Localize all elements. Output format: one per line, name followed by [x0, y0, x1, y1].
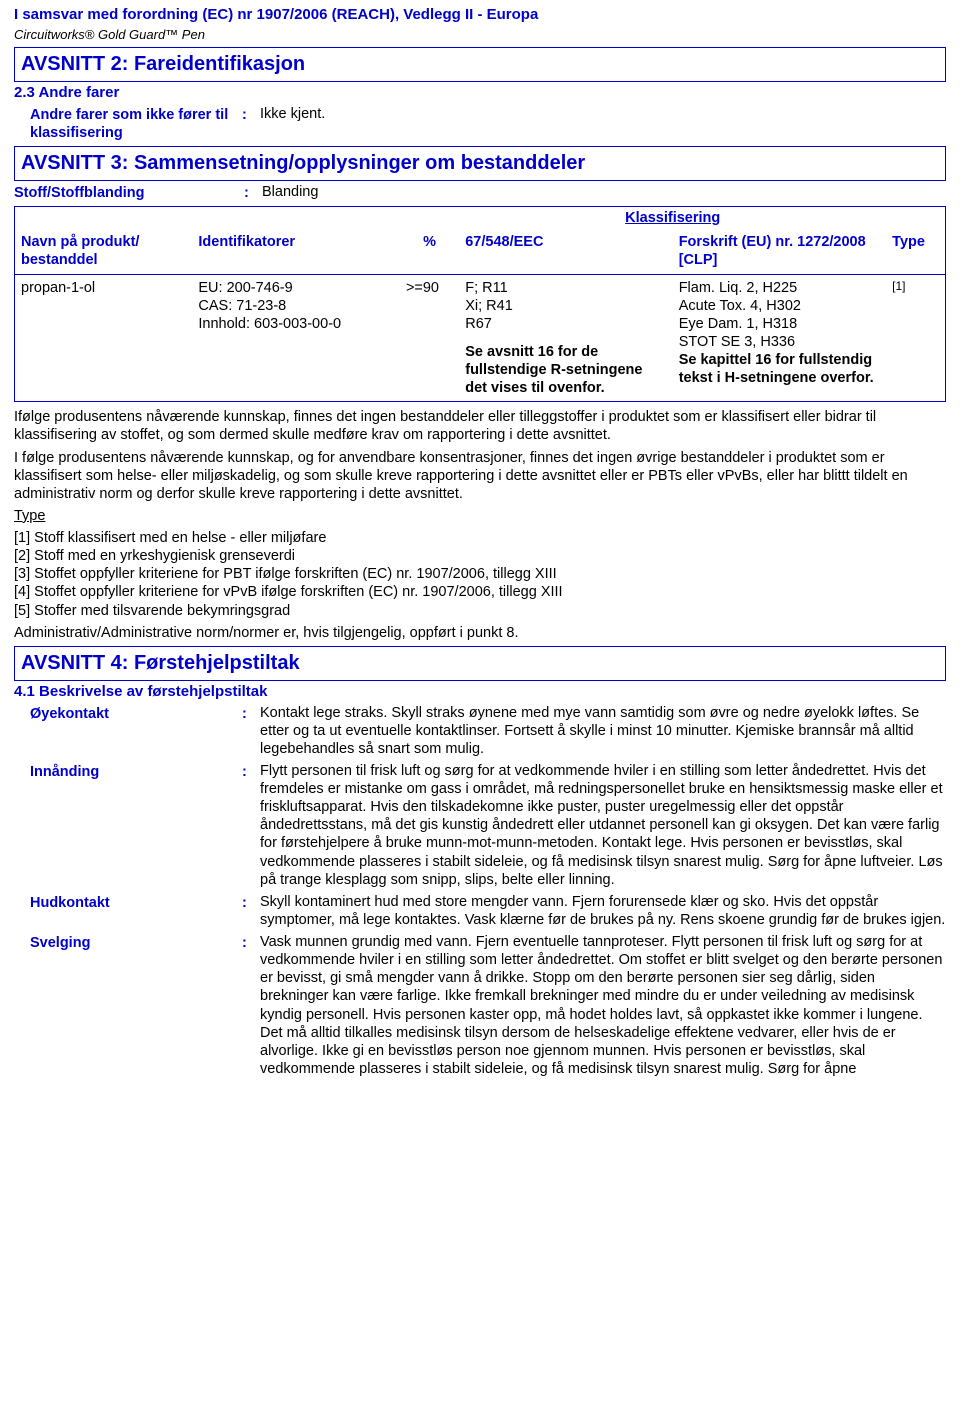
cell-ident: EU: 200-746-9 CAS: 71-23-8 Innhold: 603-… [192, 274, 400, 402]
table-row: propan-1-ol EU: 200-746-9 CAS: 71-23-8 I… [15, 274, 946, 402]
section-2-sub: 2.3 Andre farer [14, 84, 946, 103]
cell-clp: Flam. Liq. 2, H225 Acute Tox. 4, H302 Ey… [673, 274, 886, 402]
colon: : [242, 893, 260, 929]
field-ingest-value: Vask munnen grundig med vann. Fjern even… [260, 933, 946, 1078]
section-4-box: AVSNITT 4: Førstehjelpstiltak [14, 646, 946, 681]
field-ingest: Svelging : Vask munnen grundig med vann.… [14, 933, 946, 1078]
cell-name: propan-1-ol [15, 274, 193, 402]
type-4: [4] Stoffet oppfyller kriteriene for vPv… [14, 583, 946, 601]
table-header-row: Navn på produkt/ bestanddel Identifikato… [15, 229, 946, 274]
klassifisering-header: Klassifisering [459, 207, 886, 230]
colon: : [242, 704, 260, 758]
field-stoff: Stoff/Stoffblanding : Blanding [14, 183, 946, 202]
admin-note: Administrativ/Administrative norm/normer… [14, 624, 946, 642]
field-stoff-value: Blanding [262, 183, 946, 202]
section-3-box: AVSNITT 3: Sammensetning/opplysninger om… [14, 146, 946, 181]
field-skin-value: Skyll kontaminert hud med store mengder … [260, 893, 946, 929]
table-header-klass: Klassifisering [15, 207, 946, 230]
field-andre-farer: Andre farer som ikke fører til klassifis… [14, 105, 946, 142]
section-4-sub: 4.1 Beskrivelse av førstehjelpstiltak [14, 683, 946, 702]
field-andre-farer-value: Ikke kjent. [260, 105, 946, 142]
cell-type: [1] [886, 274, 945, 402]
regulation-line: I samsvar med forordning (EC) nr 1907/20… [14, 6, 946, 25]
composition-table: Klassifisering Navn på produkt/ bestandd… [14, 206, 946, 402]
type-label: Type [14, 507, 946, 525]
type-1: [1] Stoff klassifisert med en helse - el… [14, 529, 946, 547]
colon: : [242, 933, 260, 1078]
section-3-title: AVSNITT 3: Sammensetning/opplysninger om… [21, 151, 939, 176]
field-inhale-label: Innånding [14, 762, 242, 889]
field-inhale-value: Flytt personen til frisk luft og sørg fo… [260, 762, 946, 889]
para-2: I følge produsentens nåværende kunnskap,… [14, 449, 946, 503]
col-clp: Forskrift (EU) nr. 1272/2008 [CLP] [673, 229, 886, 274]
page-header: I samsvar med forordning (EC) nr 1907/20… [14, 6, 946, 43]
field-stoff-label: Stoff/Stoffblanding [14, 183, 244, 202]
col-ident: Identifikatorer [192, 229, 400, 274]
product-name: Circuitworks® Gold Guard™ Pen [14, 27, 946, 43]
cell-clp-codes: Flam. Liq. 2, H225 Acute Tox. 4, H302 Ey… [679, 279, 880, 352]
section-4-title: AVSNITT 4: Førstehjelpstiltak [21, 651, 939, 676]
cell-eec: F; R11 Xi; R41 R67 Se avsnitt 16 for de … [459, 274, 672, 402]
col-name: Navn på produkt/ bestanddel [15, 229, 193, 274]
field-eye-value: Kontakt lege straks. Skyll straks øynene… [260, 704, 946, 758]
col-pct: % [400, 229, 459, 274]
para-1: Ifølge produsentens nåværende kunnskap, … [14, 408, 946, 444]
cell-eec-note: Se avsnitt 16 for de fullstendige R-setn… [465, 343, 666, 397]
field-eye: Øyekontakt : Kontakt lege straks. Skyll … [14, 704, 946, 758]
field-ingest-label: Svelging [14, 933, 242, 1078]
cell-eec-codes: F; R11 Xi; R41 R67 [465, 279, 666, 333]
field-skin-label: Hudkontakt [14, 893, 242, 929]
type-3: [3] Stoffet oppfyller kriteriene for PBT… [14, 565, 946, 583]
field-inhale: Innånding : Flytt personen til frisk luf… [14, 762, 946, 889]
type-5: [5] Stoffer med tilsvarende bekymringsgr… [14, 602, 946, 620]
cell-pct: >=90 [400, 274, 459, 402]
colon: : [242, 105, 260, 142]
cell-clp-note: Se kapittel 16 for fullstendig tekst i H… [679, 351, 880, 387]
field-skin: Hudkontakt : Skyll kontaminert hud med s… [14, 893, 946, 929]
colon: : [242, 762, 260, 889]
col-type: Type [886, 229, 945, 274]
colon: : [244, 183, 262, 202]
field-andre-farer-label: Andre farer som ikke fører til klassifis… [14, 105, 242, 142]
type-2: [2] Stoff med en yrkeshygienisk grenseve… [14, 547, 946, 565]
field-eye-label: Øyekontakt [14, 704, 242, 758]
section-2-title: AVSNITT 2: Fareidentifikasjon [21, 52, 939, 77]
col-eec: 67/548/EEC [459, 229, 672, 274]
section-2-box: AVSNITT 2: Fareidentifikasjon [14, 47, 946, 82]
